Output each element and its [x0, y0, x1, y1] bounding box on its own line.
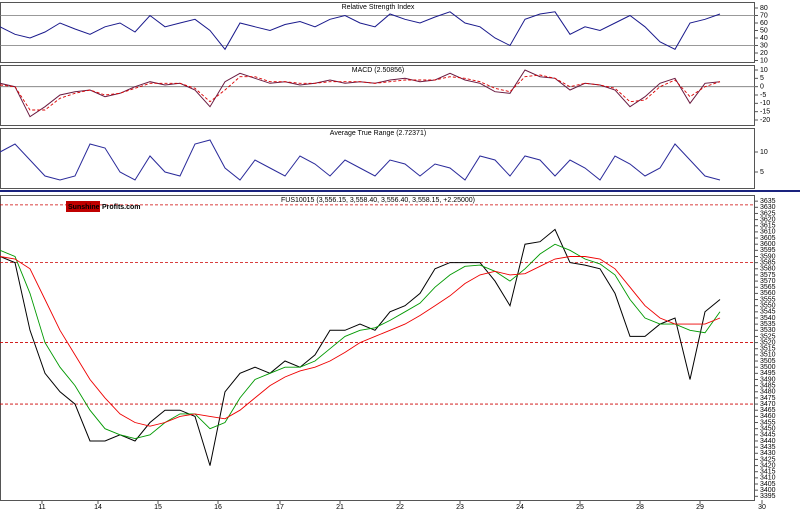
y-tick-label: 3485 — [760, 382, 776, 389]
y-tick-label: -10 — [760, 100, 770, 107]
series-line — [0, 256, 721, 427]
y-tick-label: 3525 — [760, 333, 776, 340]
y-tick-label: 3425 — [760, 456, 776, 463]
x-tick-label: 15 — [154, 504, 162, 511]
x-tick-label: 11 — [38, 504, 45, 511]
y-tick-label: 3630 — [760, 204, 776, 211]
panel-frame — [0, 195, 755, 501]
y-tick-label: 3515 — [760, 346, 776, 353]
y-tick-label: 3580 — [760, 266, 776, 273]
y-tick-label: 10 — [760, 67, 768, 74]
y-tick-label: 3610 — [760, 229, 776, 236]
y-tick-label: 3635 — [760, 198, 776, 205]
y-tick-label: 3530 — [760, 327, 776, 334]
y-tick-label: 3560 — [760, 290, 776, 297]
y-tick-label: 3555 — [760, 296, 776, 303]
y-tick-label: 3520 — [760, 339, 776, 346]
y-tick-label: 3475 — [760, 395, 776, 402]
y-tick-label: 5 — [760, 169, 764, 176]
y-tick-label: 3395 — [760, 493, 776, 500]
x-tick-label: 17 — [276, 504, 284, 511]
y-tick-label: -5 — [760, 92, 766, 99]
y-tick-label: 3585 — [760, 259, 776, 266]
logo-sunshine: Sunshine — [68, 204, 100, 211]
y-tick-label: 3460 — [760, 413, 776, 420]
panel-title: Relative Strength Index — [342, 4, 415, 11]
x-tick-label: 22 — [396, 504, 404, 511]
y-tick-label: 3545 — [760, 309, 776, 316]
y-tick-label: -15 — [760, 109, 770, 116]
series-line — [0, 243, 721, 439]
y-tick-label: 20 — [760, 50, 768, 57]
y-tick-label: 3500 — [760, 364, 776, 371]
y-tick-label: 3455 — [760, 419, 776, 426]
y-tick-label: 3540 — [760, 315, 776, 322]
y-tick-label: 3450 — [760, 426, 776, 433]
y-tick-label: 3600 — [760, 241, 776, 248]
y-tick-label: 0 — [760, 84, 764, 91]
y-tick-label: 3490 — [760, 376, 776, 383]
y-tick-label: 60 — [760, 20, 768, 27]
y-tick-label: 3590 — [760, 253, 776, 260]
panel-frame — [0, 128, 755, 189]
x-tick-label: 16 — [214, 504, 222, 511]
x-tick-label: 29 — [696, 504, 704, 511]
y-tick-label: 3415 — [760, 469, 776, 476]
y-tick-label: 3445 — [760, 432, 776, 439]
y-tick-label: 3595 — [760, 247, 776, 254]
y-tick-label: 3620 — [760, 216, 776, 223]
y-tick-label: 3510 — [760, 352, 776, 359]
y-tick-label: 3405 — [760, 481, 776, 488]
y-tick-label: 3505 — [760, 358, 776, 365]
series-line — [0, 74, 721, 111]
y-tick-label: 3565 — [760, 284, 776, 291]
y-tick-label: 3615 — [760, 223, 776, 230]
x-tick-label: 21 — [336, 504, 344, 511]
y-tick-label: 3535 — [760, 321, 776, 328]
panel-title: MACD (2.50856) — [352, 67, 405, 74]
y-tick-label: 50 — [760, 27, 768, 34]
panel-title: Average True Range (2.72371) — [330, 130, 426, 137]
y-tick-label: 80 — [760, 5, 768, 12]
y-tick-label: 3470 — [760, 401, 776, 408]
x-tick-label: 30 — [758, 504, 766, 511]
y-tick-label: 3495 — [760, 370, 776, 377]
y-tick-label: 3435 — [760, 444, 776, 451]
y-tick-label: 5 — [760, 75, 764, 82]
panel-frame — [0, 2, 755, 63]
series-line — [0, 11, 721, 51]
y-tick-label: 3420 — [760, 462, 776, 469]
y-tick-label: 3605 — [760, 235, 776, 242]
logo-box — [66, 201, 100, 212]
y-tick-label: 3575 — [760, 272, 776, 279]
y-tick-label: 3440 — [760, 438, 776, 445]
y-tick-label: 3465 — [760, 407, 776, 414]
y-tick-label: 30 — [760, 42, 768, 49]
y-tick-label: 3570 — [760, 278, 776, 285]
panel-frame — [0, 65, 755, 126]
y-tick-label: 3480 — [760, 389, 776, 396]
y-tick-label: 10 — [760, 149, 768, 156]
panel-title: FUS10015 (3,556.15, 3,558.40, 3,556.40, … — [281, 197, 475, 204]
y-tick-label: 70 — [760, 12, 768, 19]
series-line — [0, 139, 721, 181]
y-tick-label: -20 — [760, 117, 770, 124]
x-tick-label: 25 — [576, 504, 584, 511]
logo-profits: Profits.com — [102, 204, 141, 211]
y-tick-label: 40 — [760, 35, 768, 42]
y-tick-label: 3625 — [760, 210, 776, 217]
y-tick-label: 3400 — [760, 487, 776, 494]
x-tick-label: 14 — [94, 504, 102, 511]
y-tick-label: 10 — [760, 57, 768, 64]
y-tick-label: 3410 — [760, 475, 776, 482]
x-tick-label: 23 — [456, 504, 464, 511]
x-tick-label: 28 — [636, 504, 644, 511]
x-tick-label: 24 — [516, 504, 524, 511]
y-tick-label: 3430 — [760, 450, 776, 457]
y-tick-label: 3550 — [760, 303, 776, 310]
